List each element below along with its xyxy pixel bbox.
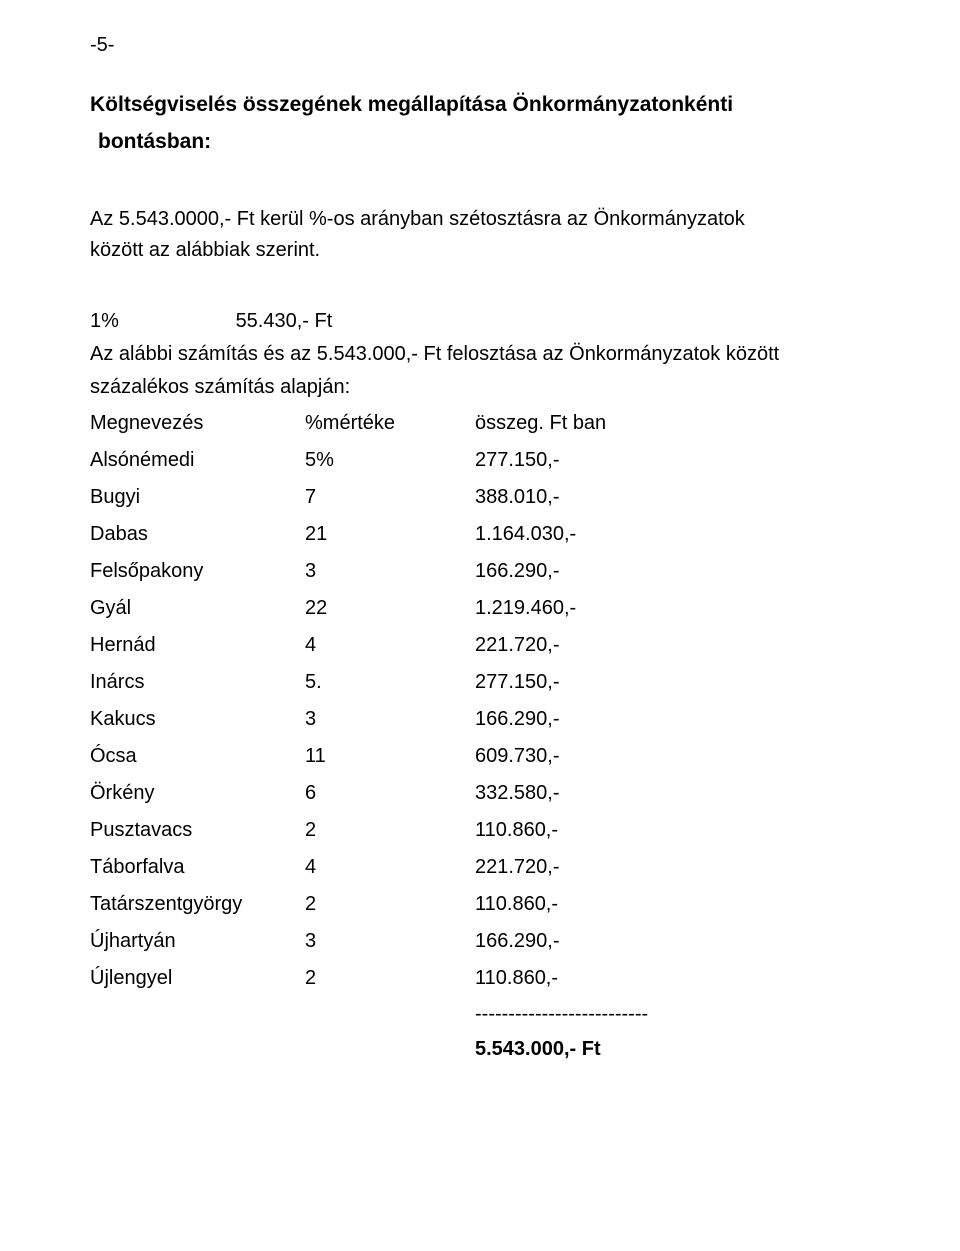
cell-val: 110.860,- (475, 886, 675, 923)
cell-name: Tatárszentgyörgy (90, 886, 305, 923)
cell-pct: 22 (305, 590, 475, 627)
cell-val: 388.010,- (475, 479, 675, 516)
allocation-table: Megnevezés %mértéke összeg. Ft ban Alsón… (90, 405, 675, 997)
cell-val: 221.720,- (475, 627, 675, 664)
one-percent-value: 55.430,- Ft (236, 310, 333, 332)
cell-name: Újhartyán (90, 923, 305, 960)
cell-pct: 3 (305, 923, 475, 960)
intro-line-2: között az alábbiak szerint. (90, 235, 890, 266)
total-amount: 5.543.000,- Ft (475, 1034, 890, 1065)
cell-name: Pusztavacs (90, 812, 305, 849)
intro-paragraph: Az 5.543.0000,- Ft kerül %-os arányban s… (90, 204, 890, 266)
cell-name: Alsónémedi (90, 442, 305, 479)
title-line-2: bontásban: (98, 126, 890, 159)
cell-name: Bugyi (90, 479, 305, 516)
cell-pct: 5% (305, 442, 475, 479)
cell-val: 221.720,- (475, 849, 675, 886)
header-pct: %mértéke (305, 405, 475, 442)
cell-val: 110.860,- (475, 812, 675, 849)
cell-val: 110.860,- (475, 960, 675, 997)
cell-val: 277.150,- (475, 664, 675, 701)
cell-pct: 3 (305, 553, 475, 590)
table-row: Pusztavacs2110.860,- (90, 812, 675, 849)
cell-name: Táborfalva (90, 849, 305, 886)
table-row: Örkény6332.580,- (90, 775, 675, 812)
cell-name: Hernád (90, 627, 305, 664)
cell-pct: 5. (305, 664, 475, 701)
cell-pct: 4 (305, 627, 475, 664)
header-val: összeg. Ft ban (475, 405, 675, 442)
cell-pct: 2 (305, 886, 475, 923)
header-name: Megnevezés (90, 405, 305, 442)
cell-val: 332.580,- (475, 775, 675, 812)
cell-name: Inárcs (90, 664, 305, 701)
cell-val: 166.290,- (475, 701, 675, 738)
title-line-1: Költségviselés összegének megállapítása … (90, 89, 890, 122)
table-row: Inárcs5.277.150,- (90, 664, 675, 701)
cell-name: Kakucs (90, 701, 305, 738)
table-row: Tatárszentgyörgy2110.860,- (90, 886, 675, 923)
distribution-line-2: százalékos számítás alapján: (90, 372, 890, 403)
cell-pct: 2 (305, 812, 475, 849)
cell-val: 609.730,- (475, 738, 675, 775)
table-row: Újhartyán3166.290,- (90, 923, 675, 960)
table-row: Dabas211.164.030,- (90, 516, 675, 553)
table-row: Újlengyel2110.860,- (90, 960, 675, 997)
table-row: Táborfalva4221.720,- (90, 849, 675, 886)
cell-pct: 2 (305, 960, 475, 997)
table-row: Gyál221.219.460,- (90, 590, 675, 627)
cell-val: 277.150,- (475, 442, 675, 479)
table-row: Bugyi7388.010,- (90, 479, 675, 516)
separator-dashes: -------------------------- (475, 999, 890, 1030)
distribution-line-1: Az alábbi számítás és az 5.543.000,- Ft … (90, 339, 890, 370)
table-row: Alsónémedi5%277.150,- (90, 442, 675, 479)
cell-pct: 3 (305, 701, 475, 738)
cell-name: Örkény (90, 775, 305, 812)
cell-pct: 7 (305, 479, 475, 516)
cell-pct: 6 (305, 775, 475, 812)
cell-pct: 4 (305, 849, 475, 886)
cell-val: 1.219.460,- (475, 590, 675, 627)
cell-name: Újlengyel (90, 960, 305, 997)
table-row: Kakucs3166.290,- (90, 701, 675, 738)
cell-name: Felsőpakony (90, 553, 305, 590)
one-percent-label: 1% (90, 306, 230, 337)
cell-pct: 11 (305, 738, 475, 775)
table-row: Felsőpakony3166.290,- (90, 553, 675, 590)
cell-val: 1.164.030,- (475, 516, 675, 553)
cell-name: Dabas (90, 516, 305, 553)
cell-name: Ócsa (90, 738, 305, 775)
table-row: Ócsa11609.730,- (90, 738, 675, 775)
intro-line-1: Az 5.543.0000,- Ft kerül %-os arányban s… (90, 204, 890, 235)
cell-pct: 21 (305, 516, 475, 553)
table-row: Hernád4221.720,- (90, 627, 675, 664)
one-percent-line: 1% 55.430,- Ft (90, 306, 890, 337)
cell-name: Gyál (90, 590, 305, 627)
table-header-row: Megnevezés %mértéke összeg. Ft ban (90, 405, 675, 442)
page-number: -5- (90, 30, 890, 61)
cell-val: 166.290,- (475, 553, 675, 590)
cell-val: 166.290,- (475, 923, 675, 960)
